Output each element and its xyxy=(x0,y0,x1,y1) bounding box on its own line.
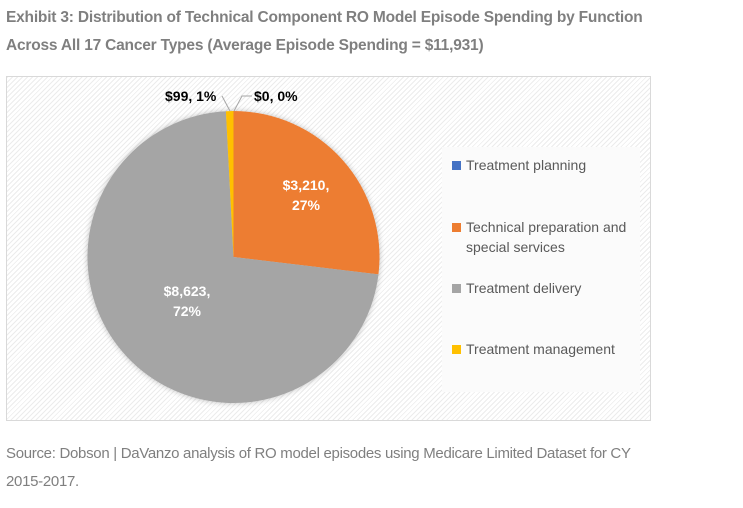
data-label-technical-preparation-and-special-services: $3,210, xyxy=(283,177,330,193)
legend-item-treatment-management: Treatment management xyxy=(452,339,636,359)
source-note: Source: Dobson | DaVanzo analysis of RO … xyxy=(6,440,741,496)
legend-swatch-treatment-planning xyxy=(452,161,461,170)
legend-item-treatment-planning: Treatment planning xyxy=(452,155,636,175)
legend-swatch-treatment-delivery xyxy=(452,284,461,293)
data-label-treatment-planning: $0, 0% xyxy=(254,88,298,104)
leader-line-treatment-management xyxy=(221,95,231,112)
legend-label: Treatment delivery xyxy=(466,280,582,296)
pie-slice-treatment-delivery xyxy=(87,111,379,403)
legend-label: Treatment management xyxy=(466,341,615,357)
legend-swatch-treatment-management xyxy=(452,345,461,354)
source-note-line-1: Source: Dobson | DaVanzo analysis of RO … xyxy=(6,445,631,462)
data-label-treatment-management: $99, 1% xyxy=(165,88,217,104)
data-label-treatment-delivery: $8,623, xyxy=(164,283,211,299)
legend-item-technical-preparation: Technical preparation and special servic… xyxy=(452,217,636,257)
legend-item-treatment-delivery: Treatment delivery xyxy=(452,278,636,298)
chart-title-line-1: Exhibit 3: Distribution of Technical Com… xyxy=(6,9,643,26)
data-label-treatment-delivery: 72% xyxy=(173,303,202,319)
legend-swatch-technical-preparation xyxy=(452,223,461,232)
legend: Treatment planning Technical preparation… xyxy=(442,147,640,392)
leader-line-treatment-planning xyxy=(233,95,252,112)
chart-title: Exhibit 3: Distribution of Technical Com… xyxy=(6,4,741,60)
source-note-line-2: 2015-2017. xyxy=(6,473,79,490)
legend-label: Technical preparation and special servic… xyxy=(466,219,627,255)
pie-slice-technical-preparation-and-special-services xyxy=(233,111,380,275)
pie-slice-treatment-management xyxy=(225,111,234,257)
chart-title-line-2: Across All 17 Cancer Types (Average Epis… xyxy=(6,37,484,54)
data-label-technical-preparation-and-special-services: 27% xyxy=(292,197,321,213)
legend-label: Treatment planning xyxy=(466,157,587,173)
